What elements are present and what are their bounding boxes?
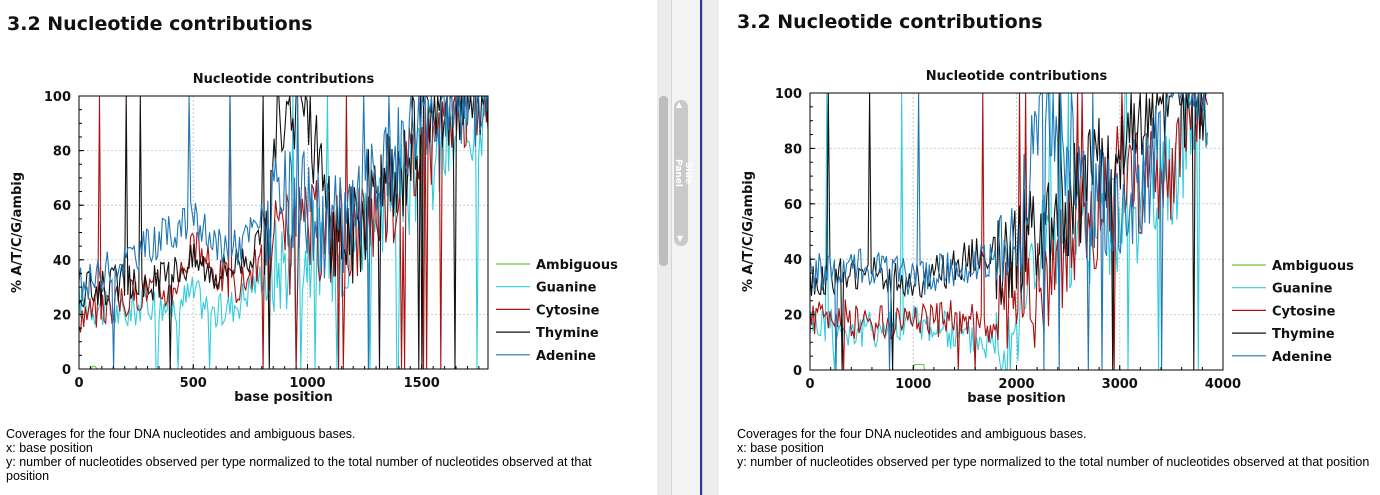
side-panel-toggle[interactable] (674, 100, 688, 246)
y-tick-label: 100 (44, 90, 71, 105)
splitter-handle[interactable] (702, 0, 720, 495)
caption-line: Coverages for the four DNA nucleotides a… (6, 427, 356, 441)
chart-title: Nucleotide contributions (926, 69, 1108, 84)
series-line-ambiguous (810, 363, 1208, 370)
y-tick-label: 0 (793, 364, 802, 379)
chart-title: Nucleotide contributions (193, 72, 375, 87)
right-report-pane: 3.2 Nucleotide contributions Nucleotide … (719, 0, 1380, 495)
caption-line: Coverages for the four DNA nucleotides a… (737, 427, 1087, 441)
legend-label: Ambiguous (1272, 259, 1354, 274)
legend-label: Adenine (536, 349, 596, 364)
x-axis-label: base position (967, 391, 1065, 406)
caption-line: x: base position (737, 441, 824, 455)
y-tick-label: 100 (775, 87, 802, 102)
legend-label: Cytosine (1272, 304, 1336, 319)
series-group (810, 93, 1209, 370)
series-group (79, 96, 488, 369)
legend-label: Thymine (536, 326, 599, 341)
y-tick-label: 60 (784, 198, 802, 213)
x-tick-label: 2000 (998, 377, 1034, 392)
series-line-guanine (810, 93, 1209, 370)
x-tick-label: 500 (180, 376, 207, 391)
side-panel-label: Side Panel (673, 158, 693, 188)
series-line-adenine (79, 96, 488, 369)
x-axis-label: base position (234, 390, 332, 405)
caption-line: y: number of nucleotides observed per ty… (6, 455, 592, 483)
y-tick-label: 80 (784, 142, 802, 157)
caption-line: x: base position (6, 441, 93, 455)
x-tick-label: 1000 (289, 376, 325, 391)
series-line-thymine (79, 96, 488, 369)
y-tick-label: 60 (53, 199, 71, 214)
side-panel-divider: ▲ Side Panel ▼ ◂ (657, 0, 720, 495)
x-tick-label: 4000 (1205, 377, 1241, 392)
y-tick-label: 20 (53, 308, 71, 323)
chevron-down-icon[interactable]: ▼ (677, 234, 684, 243)
legend-label: Cytosine (536, 303, 600, 318)
legend-label: Guanine (1272, 282, 1333, 297)
legend-label: Thymine (1272, 327, 1335, 342)
caption-line: y: number of nucleotides observed per ty… (737, 455, 1370, 469)
scrollbar-thumb[interactable] (659, 96, 668, 266)
y-axis-label: % A/T/C/G/ambig (741, 171, 756, 292)
nucleotide-chart-left: Nucleotide contributions 0 500 1000 1500 0 20 4… (10, 72, 618, 405)
left-report-pane: 3.2 Nucleotide contributions Nucleotide … (0, 0, 657, 495)
y-tick-label: 20 (784, 309, 802, 324)
y-axis-label: % A/T/C/G/ambig (10, 172, 25, 293)
section-title: 3.2 Nucleotide contributions (737, 11, 1043, 33)
series-line-ambiguous (79, 365, 488, 369)
chart-caption: Coverages for the four DNA nucleotides a… (737, 427, 1372, 469)
chevron-up-icon[interactable]: ▲ (676, 100, 683, 109)
series-line-adenine (810, 93, 1209, 370)
y-tick-label: 0 (62, 363, 71, 378)
x-tick-label: 0 (805, 377, 814, 392)
y-tick-label: 80 (53, 145, 71, 160)
legend-label: Guanine (536, 281, 597, 296)
x-tick-label: 1000 (895, 377, 931, 392)
x-tick-label: 3000 (1102, 377, 1138, 392)
y-tick-label: 40 (784, 253, 802, 268)
y-tick-label: 40 (53, 254, 71, 269)
x-tick-label: 0 (74, 376, 83, 391)
splitter-line[interactable] (700, 0, 702, 495)
legend-label: Adenine (1272, 350, 1332, 365)
x-tick-label: 1500 (404, 376, 440, 391)
chart-caption: Coverages for the four DNA nucleotides a… (6, 427, 606, 483)
section-title: 3.2 Nucleotide contributions (7, 13, 313, 35)
legend-label: Ambiguous (536, 258, 618, 273)
